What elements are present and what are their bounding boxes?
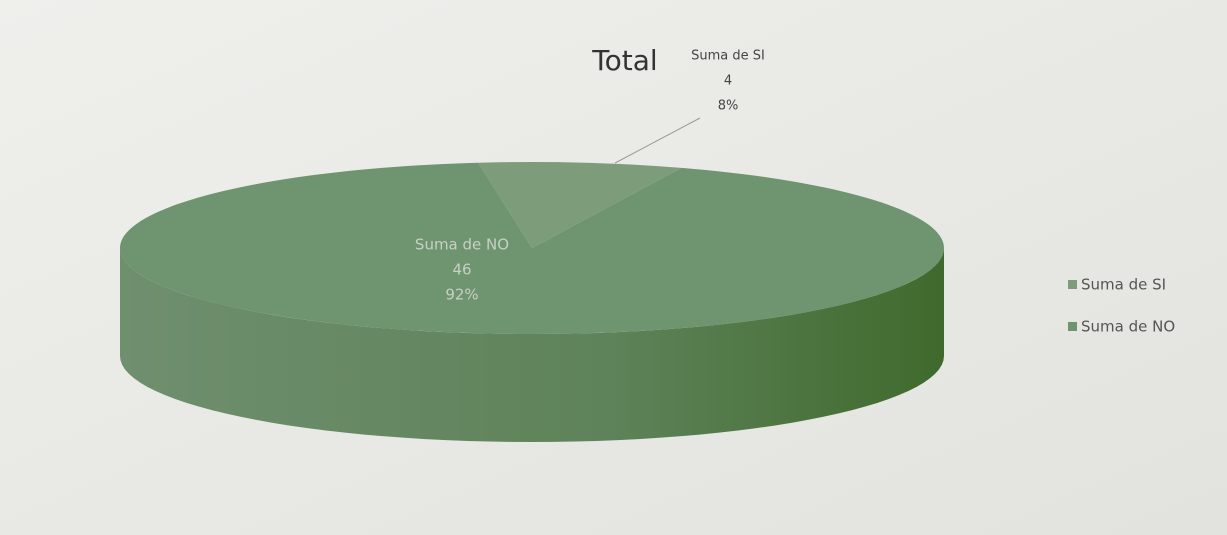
data-label-percent: 92% (445, 286, 478, 304)
data-label-value: 46 (452, 261, 471, 279)
legend-label: Suma de SI (1081, 276, 1166, 294)
legend-swatch (1068, 280, 1077, 289)
legend-label: Suma de NO (1081, 318, 1175, 336)
pie (120, 162, 945, 442)
legend-swatch (1068, 322, 1077, 331)
slice (478, 162, 682, 248)
chart-title: Total (591, 44, 657, 77)
data-label-value: 4 (724, 74, 732, 89)
data-label-percent: 8% (718, 99, 739, 114)
leader-line (614, 117, 701, 164)
data-label-name: Suma de NO (415, 236, 509, 254)
data-label-name: Suma de SI (691, 49, 765, 64)
slice-side (120, 248, 944, 442)
slice (120, 162, 945, 334)
